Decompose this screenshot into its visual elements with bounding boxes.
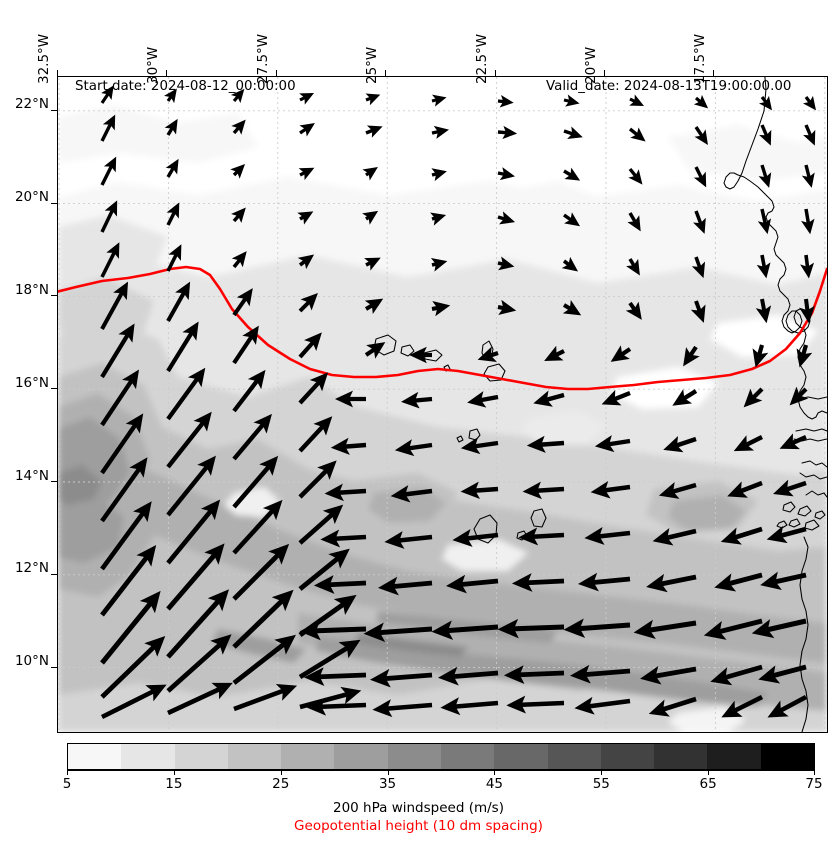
ytick-label-2: 18°N	[14, 282, 49, 298]
colorbar-segment-5	[334, 744, 388, 769]
colorbar-tick-4	[494, 770, 496, 775]
xtick-mark-3	[385, 70, 387, 76]
colorbar-tick-label-4: 45	[485, 776, 504, 792]
start-date-label: Start date: 2024-08-12_00:00:00	[75, 79, 296, 94]
colorbar-axis-line	[67, 770, 815, 771]
colorbar-segment-10	[600, 744, 655, 769]
xtick-label-6: 17.5°W	[692, 33, 709, 84]
colorbar-title: 200 hPa windspeed (m/s)	[333, 800, 504, 816]
map-plot-inner	[58, 77, 827, 732]
colorbar-segment-11	[654, 744, 708, 769]
colorbar-tick-6	[708, 770, 710, 775]
xtick-label-1: 30°W	[145, 46, 162, 84]
colorbar-segment-12	[707, 744, 761, 769]
map-plot-area	[57, 76, 828, 733]
geopotential-legend-label: Geopotential height (10 dm spacing)	[294, 818, 543, 834]
colorbar-segment-0	[68, 744, 122, 769]
colorbar-segment-6	[387, 744, 441, 769]
xtick-mark-6	[713, 70, 715, 76]
xtick-label-2: 27.5°W	[254, 33, 271, 84]
colorbar-segment-3	[227, 744, 282, 769]
colorbar-segment-1	[121, 744, 175, 769]
colorbar-tick-5	[601, 770, 603, 775]
colorbar-segment-4	[281, 744, 335, 769]
ytick-mark-6	[51, 666, 57, 668]
colorbar-tick-label-0: 5	[62, 776, 72, 792]
ytick-mark-5	[51, 573, 57, 575]
colorbar-tick-label-1: 15	[165, 776, 183, 792]
ytick-label-0: 22°N	[14, 96, 49, 113]
colorbar-tick-label-7: 75	[805, 776, 823, 792]
colorbar-tick-label-2: 25	[272, 776, 290, 792]
ytick-label-4: 14°N	[14, 467, 49, 484]
ytick-label-6: 10°N	[14, 653, 49, 670]
map-gridlines	[58, 77, 827, 732]
ytick-label-3: 16°N	[14, 374, 49, 391]
xtick-mark-4	[494, 70, 496, 76]
ytick-label-5: 12°N	[14, 560, 49, 577]
windspeed-colorbar	[67, 743, 815, 770]
colorbar-segment-9	[547, 744, 601, 769]
xtick-mark-2	[275, 70, 277, 76]
geopotential-height-contour	[58, 265, 827, 391]
colorbar-tick-label-5: 55	[592, 776, 610, 792]
colorbar-tick-1	[173, 770, 175, 775]
xtick-mark-5	[604, 70, 605, 76]
xtick-label-0: 32.5°W	[36, 33, 52, 84]
colorbar-segment-2	[174, 744, 228, 769]
colorbar-tick-label-3: 35	[378, 776, 397, 792]
colorbar-tick-7	[814, 770, 815, 775]
ytick-mark-0	[51, 109, 57, 111]
xtick-label-5: 20°W	[583, 46, 599, 84]
wind-vector-quiver	[100, 85, 817, 720]
colorbar-tick-2	[280, 770, 282, 775]
ytick-mark-2	[51, 295, 57, 297]
colorbar-tick-3	[387, 770, 389, 775]
colorbar-axis	[67, 770, 815, 776]
colorbar-tick-label-6: 65	[699, 776, 717, 792]
xtick-label-3: 25°W	[364, 46, 381, 84]
colorbar-segment-13	[760, 744, 814, 769]
valid-date-label: Valid_date: 2024-08-13T19:00:00.00	[546, 79, 792, 94]
ytick-mark-4	[51, 481, 57, 482]
xtick-label-4: 22.5°W	[473, 33, 490, 84]
colorbar-tick-0	[67, 770, 68, 775]
xtick-mark-1	[166, 70, 168, 76]
xtick-mark-0	[57, 70, 58, 76]
colorbar-segment-8	[494, 744, 548, 769]
ytick-mark-1	[51, 202, 57, 204]
ytick-label-1: 20°N	[14, 189, 49, 206]
colorbar-segment-7	[440, 744, 495, 769]
ytick-mark-3	[51, 388, 57, 390]
